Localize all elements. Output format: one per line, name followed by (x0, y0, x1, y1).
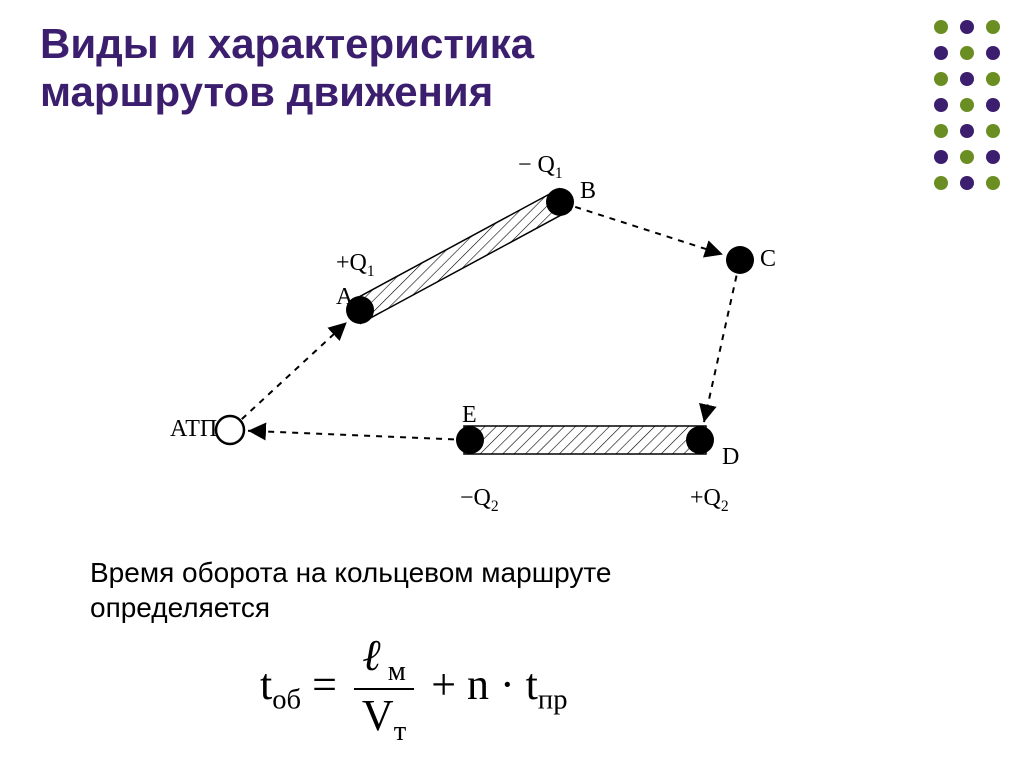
deco-dot (960, 20, 974, 34)
caption-line1: Время оборота на кольцевом маршруте (90, 555, 612, 590)
decoration-dots (934, 20, 1004, 194)
deco-dot (934, 176, 948, 190)
dashed-edge (242, 322, 347, 419)
q-label: +Q2 (690, 485, 729, 515)
node-label-D: D (722, 444, 739, 470)
dashed-edge (704, 276, 737, 423)
deco-dot (986, 20, 1000, 34)
frac-den-main: V (362, 691, 394, 740)
q-label: − Q1 (518, 152, 563, 182)
deco-dot (934, 150, 948, 164)
deco-dot (960, 176, 974, 190)
caption-text: Время оборота на кольцевом маршруте опре… (90, 555, 612, 625)
node-label-A: A (336, 284, 354, 310)
node-B (546, 188, 574, 216)
dashed-edge (248, 431, 454, 440)
formula-plus: + n · t (420, 660, 538, 709)
hatched-bar (464, 426, 706, 454)
caption-line2: определяется (90, 590, 612, 625)
node-label-E: E (462, 402, 477, 428)
page-title: Виды и характеристика маршрутов движения (40, 20, 534, 117)
formula: tоб = ℓ мVт + n · tпр (260, 630, 568, 748)
node-E (456, 426, 484, 454)
dashed-edge (575, 207, 723, 255)
frac-num-main: ℓ (362, 631, 380, 680)
formula-rhs-sub: пр (538, 685, 568, 716)
formula-eq: = (301, 660, 348, 709)
deco-dot (934, 46, 948, 60)
title-line1: Виды и характеристика (40, 20, 534, 68)
node-label-ATP: АТП (170, 416, 217, 442)
deco-dot (986, 176, 1000, 190)
deco-dot (960, 46, 974, 60)
deco-dot (960, 72, 974, 86)
node-label-C: C (760, 246, 776, 272)
deco-dot (934, 72, 948, 86)
deco-dot (960, 98, 974, 112)
frac-den-sub: т (394, 716, 407, 747)
frac-num-sub: м (381, 656, 406, 687)
deco-dot (960, 150, 974, 164)
route-diagram: АТП A B C D E +Q1 − Q1 −Q2 +Q2 (160, 140, 800, 540)
deco-dot (934, 20, 948, 34)
hatched-bar (349, 189, 571, 324)
deco-dot (986, 72, 1000, 86)
node-ATP (216, 416, 244, 444)
node-C (726, 246, 754, 274)
deco-dot (934, 124, 948, 138)
deco-dot (960, 124, 974, 138)
deco-dot (986, 124, 1000, 138)
q-label: +Q1 (336, 250, 375, 280)
deco-dot (986, 150, 1000, 164)
deco-dot (986, 98, 1000, 112)
node-D (686, 426, 714, 454)
formula-lhs-main: t (260, 660, 272, 709)
node-label-B: B (580, 178, 596, 204)
title-line2: маршрутов движения (40, 68, 534, 116)
q-label: −Q2 (460, 485, 499, 515)
deco-dot (934, 98, 948, 112)
deco-dot (986, 46, 1000, 60)
formula-lhs-sub: об (272, 685, 301, 716)
formula-frac: ℓ мVт (354, 630, 414, 748)
